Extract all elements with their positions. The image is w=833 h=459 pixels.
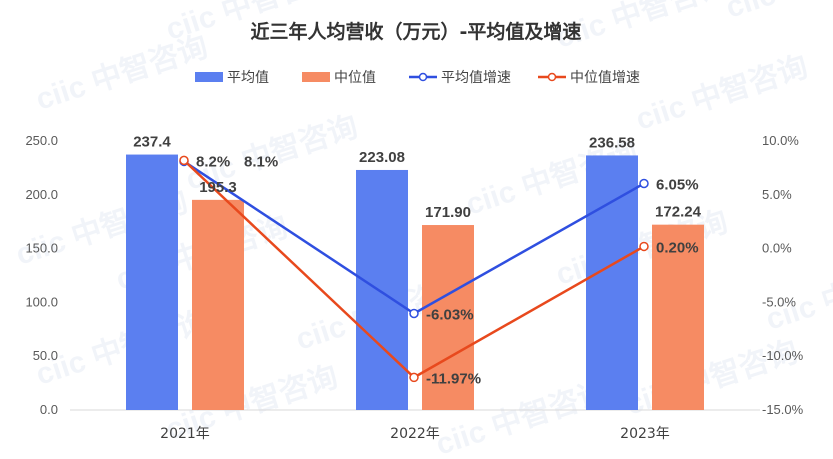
bar	[652, 224, 704, 410]
left-tick-label: 200.0	[25, 187, 58, 202]
right-tick-label: -10.0%	[762, 348, 804, 363]
bar	[126, 154, 178, 410]
right-tick-label: 5.0%	[762, 187, 792, 202]
bar	[586, 155, 638, 410]
left-tick-label: 150.0	[25, 241, 58, 256]
line-value-label: 8.2%	[196, 153, 230, 170]
x-axis: 2021年 2022年 2023年	[160, 426, 670, 442]
line-marker	[639, 241, 649, 252]
right-tick-label: -15.0%	[762, 402, 804, 417]
chart-title: 近三年人均营收（万元）-平均值及增速	[251, 20, 582, 43]
bar	[356, 169, 408, 410]
legend-label: 中位值增速	[570, 70, 640, 86]
x-tick-label: 2021年	[160, 426, 210, 442]
left-tick-label: 50.0	[33, 348, 58, 363]
line-value-label: 0.20%	[656, 239, 699, 256]
line-value-label: 8.1%	[244, 153, 278, 170]
watermark-text: ciic 中智咨询	[722, 0, 833, 25]
line-marker	[639, 178, 649, 189]
bar-value-label: 223.08	[359, 149, 405, 166]
x-tick-label: 2022年	[390, 426, 440, 442]
right-tick-label: 10.0%	[762, 133, 799, 148]
left-tick-label: 100.0	[25, 294, 58, 309]
legend-marker	[418, 72, 428, 82]
right-tick-label: -5.0%	[762, 294, 796, 309]
line-marker	[409, 308, 419, 319]
legend-label: 平均值	[227, 70, 269, 86]
bar-value-label: 195.3	[199, 179, 237, 196]
line-value-label: -6.03%	[426, 306, 474, 323]
bar	[422, 225, 474, 410]
watermark-text: ciic 中智咨询	[32, 30, 212, 117]
data-labels: 237.4 223.08 236.58 195.3 171.90 172.24 8.2% 8.…	[133, 134, 701, 388]
watermark-text: ciic 中智咨询	[762, 250, 833, 337]
line-marker	[409, 372, 419, 383]
left-tick-label: 250.0	[25, 133, 58, 148]
line-value-label: -11.97%	[426, 370, 481, 387]
legend-marker	[547, 72, 557, 82]
right-axis: -15.0% -10.0% -5.0% 0.0% 5.0% 10.0%	[762, 133, 804, 417]
bar-value-label: 171.90	[425, 204, 471, 221]
legend-swatch	[302, 72, 330, 82]
left-axis: 0.0 50.0 100.0 150.0 200.0 250.0	[25, 133, 58, 417]
line-value-label: 6.05%	[656, 177, 699, 194]
legend-label: 中位值	[334, 70, 376, 86]
watermark-text: ciic 中智咨询	[632, 50, 812, 137]
x-tick-label: 2023年	[620, 426, 670, 442]
legend-label: 平均值增速	[441, 70, 511, 86]
bar-value-label: 236.58	[589, 134, 635, 151]
bar	[192, 199, 244, 410]
right-tick-label: 0.0%	[762, 241, 792, 256]
bar-value-label: 172.24	[655, 204, 702, 221]
bar-value-label: 237.4	[133, 134, 171, 151]
line-series	[179, 155, 649, 383]
watermark-text: ciic 中智咨询	[32, 305, 212, 392]
legend: 平均值 中位值 平均值增速 中位值增速	[195, 70, 640, 86]
bar-series	[126, 154, 704, 410]
legend-swatch	[195, 72, 223, 82]
line-marker	[179, 155, 189, 166]
left-tick-label: 0.0	[40, 402, 58, 417]
